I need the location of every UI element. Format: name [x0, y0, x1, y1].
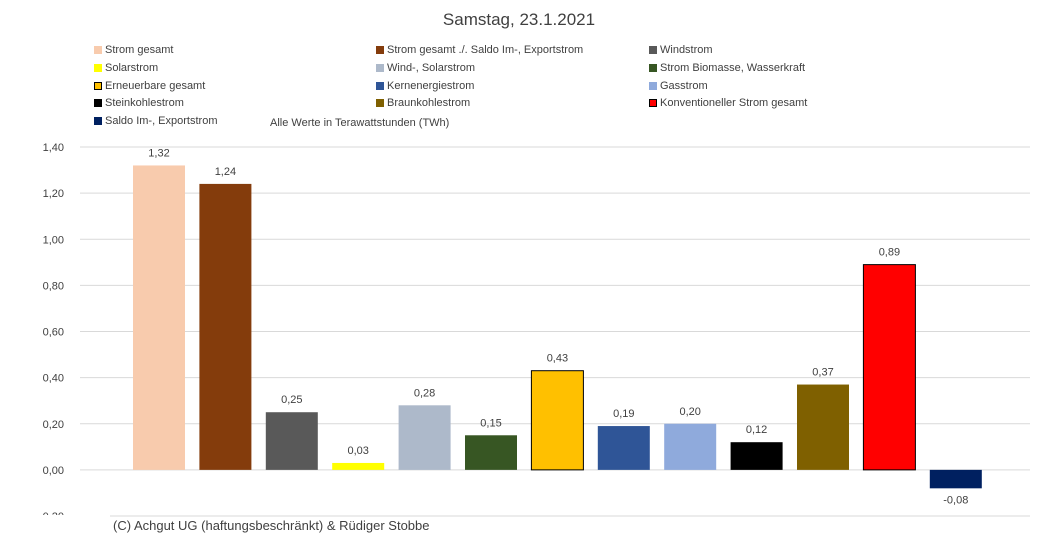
data-label: 1,32 [148, 147, 169, 159]
bar [797, 384, 849, 470]
legend-swatch [376, 63, 384, 72]
legend-label: Solarstrom [105, 61, 159, 74]
bar [133, 165, 185, 470]
legend-label: Steinkohlestrom [105, 97, 184, 110]
axis-clip-mask [0, 515, 110, 547]
bar [929, 469, 982, 489]
y-tick-label: 1,20 [43, 188, 64, 200]
legend-label: Kernenergiestrom [387, 79, 475, 92]
legend-item: Steinkohlestrom [94, 97, 184, 109]
legend-item: Kernenergiestrom [376, 80, 474, 92]
legend-item: Braunkohlestrom [376, 97, 470, 109]
legend-label: Strom gesamt [105, 44, 174, 56]
bar [265, 412, 318, 470]
y-tick-label: 0,20 [43, 419, 64, 431]
legend-item: Strom gesamt ./. Saldo Im-, Exportstrom [376, 44, 583, 56]
legend-swatch [649, 46, 657, 54]
legend-item: Strom Biomasse, Wasserkraft [649, 62, 805, 74]
data-label: 0,89 [879, 247, 900, 259]
bar [862, 264, 916, 471]
legend-swatch [376, 99, 384, 108]
bar [199, 183, 252, 470]
chart-title: Samstag, 23.1.2021 [442, 10, 596, 29]
legend-swatch [94, 63, 102, 72]
y-tick-label: 1,40 [43, 142, 64, 154]
data-label: 0,25 [281, 394, 302, 406]
legend-label: Braunkohlestrom [387, 97, 471, 110]
copyright-text: (C) Achgut UG (haftungsbeschränkt) & Rüd… [113, 518, 430, 533]
data-label: 0,15 [480, 417, 501, 429]
units-note: Alle Werte in Terawattstunden (TWh) [270, 117, 450, 129]
y-tick-label: 0,40 [43, 373, 64, 385]
bar [730, 442, 783, 470]
data-label: 1,24 [215, 166, 236, 178]
legend-item: Wind-, Solarstrom [376, 62, 475, 74]
legend-swatch [649, 63, 657, 72]
bar [332, 462, 385, 470]
y-tick-label: 0,80 [43, 280, 64, 292]
bar [398, 405, 451, 470]
data-label: -0,08 [943, 494, 968, 506]
legend-item: Saldo Im-, Exportstrom [94, 115, 217, 127]
legend-label: Konventioneller Strom gesamt [660, 97, 808, 110]
legend-item: Solarstrom [94, 62, 158, 74]
legend-swatch [94, 99, 102, 108]
data-label: 0,20 [679, 406, 700, 418]
legend-swatch [649, 81, 657, 90]
legend-swatch [94, 81, 102, 90]
data-label: 0,43 [547, 353, 568, 365]
legend-swatch [94, 117, 102, 126]
legend-label: Gasstrom [660, 79, 708, 92]
y-tick-label: 0,60 [43, 327, 64, 339]
legend-item: Erneuerbare gesamt [94, 80, 205, 92]
legend-item: Strom gesamt [94, 44, 173, 56]
data-label: 0,03 [347, 445, 368, 457]
legend-swatch [376, 46, 384, 54]
bar [664, 423, 717, 470]
legend-label: Saldo Im-, Exportstrom [105, 115, 218, 128]
legend-item: Gasstrom [649, 80, 708, 92]
legend-swatch [94, 46, 102, 54]
legend-item: Windstrom [649, 44, 713, 56]
data-label: 0,37 [812, 367, 833, 379]
legend-label: Strom Biomasse, Wasserkraft [660, 61, 806, 74]
y-tick-label: 1,00 [43, 234, 64, 246]
legend-label: Wind-, Solarstrom [387, 61, 476, 74]
bar [465, 435, 517, 470]
legend-item: Konventioneller Strom gesamt [649, 97, 807, 109]
bar [597, 426, 650, 470]
legend-label: Erneuerbare gesamt [105, 79, 206, 92]
data-label: 0,28 [414, 387, 435, 399]
legend-label: Windstrom [660, 44, 713, 56]
data-label: 0,12 [746, 424, 767, 436]
legend-swatch [649, 99, 657, 108]
legend-swatch [376, 81, 384, 90]
data-label: 0,19 [613, 408, 634, 420]
y-tick-label: 0,00 [43, 465, 64, 477]
bar [530, 370, 584, 471]
legend-label: Strom gesamt ./. Saldo Im-, Exportstrom [387, 44, 584, 56]
